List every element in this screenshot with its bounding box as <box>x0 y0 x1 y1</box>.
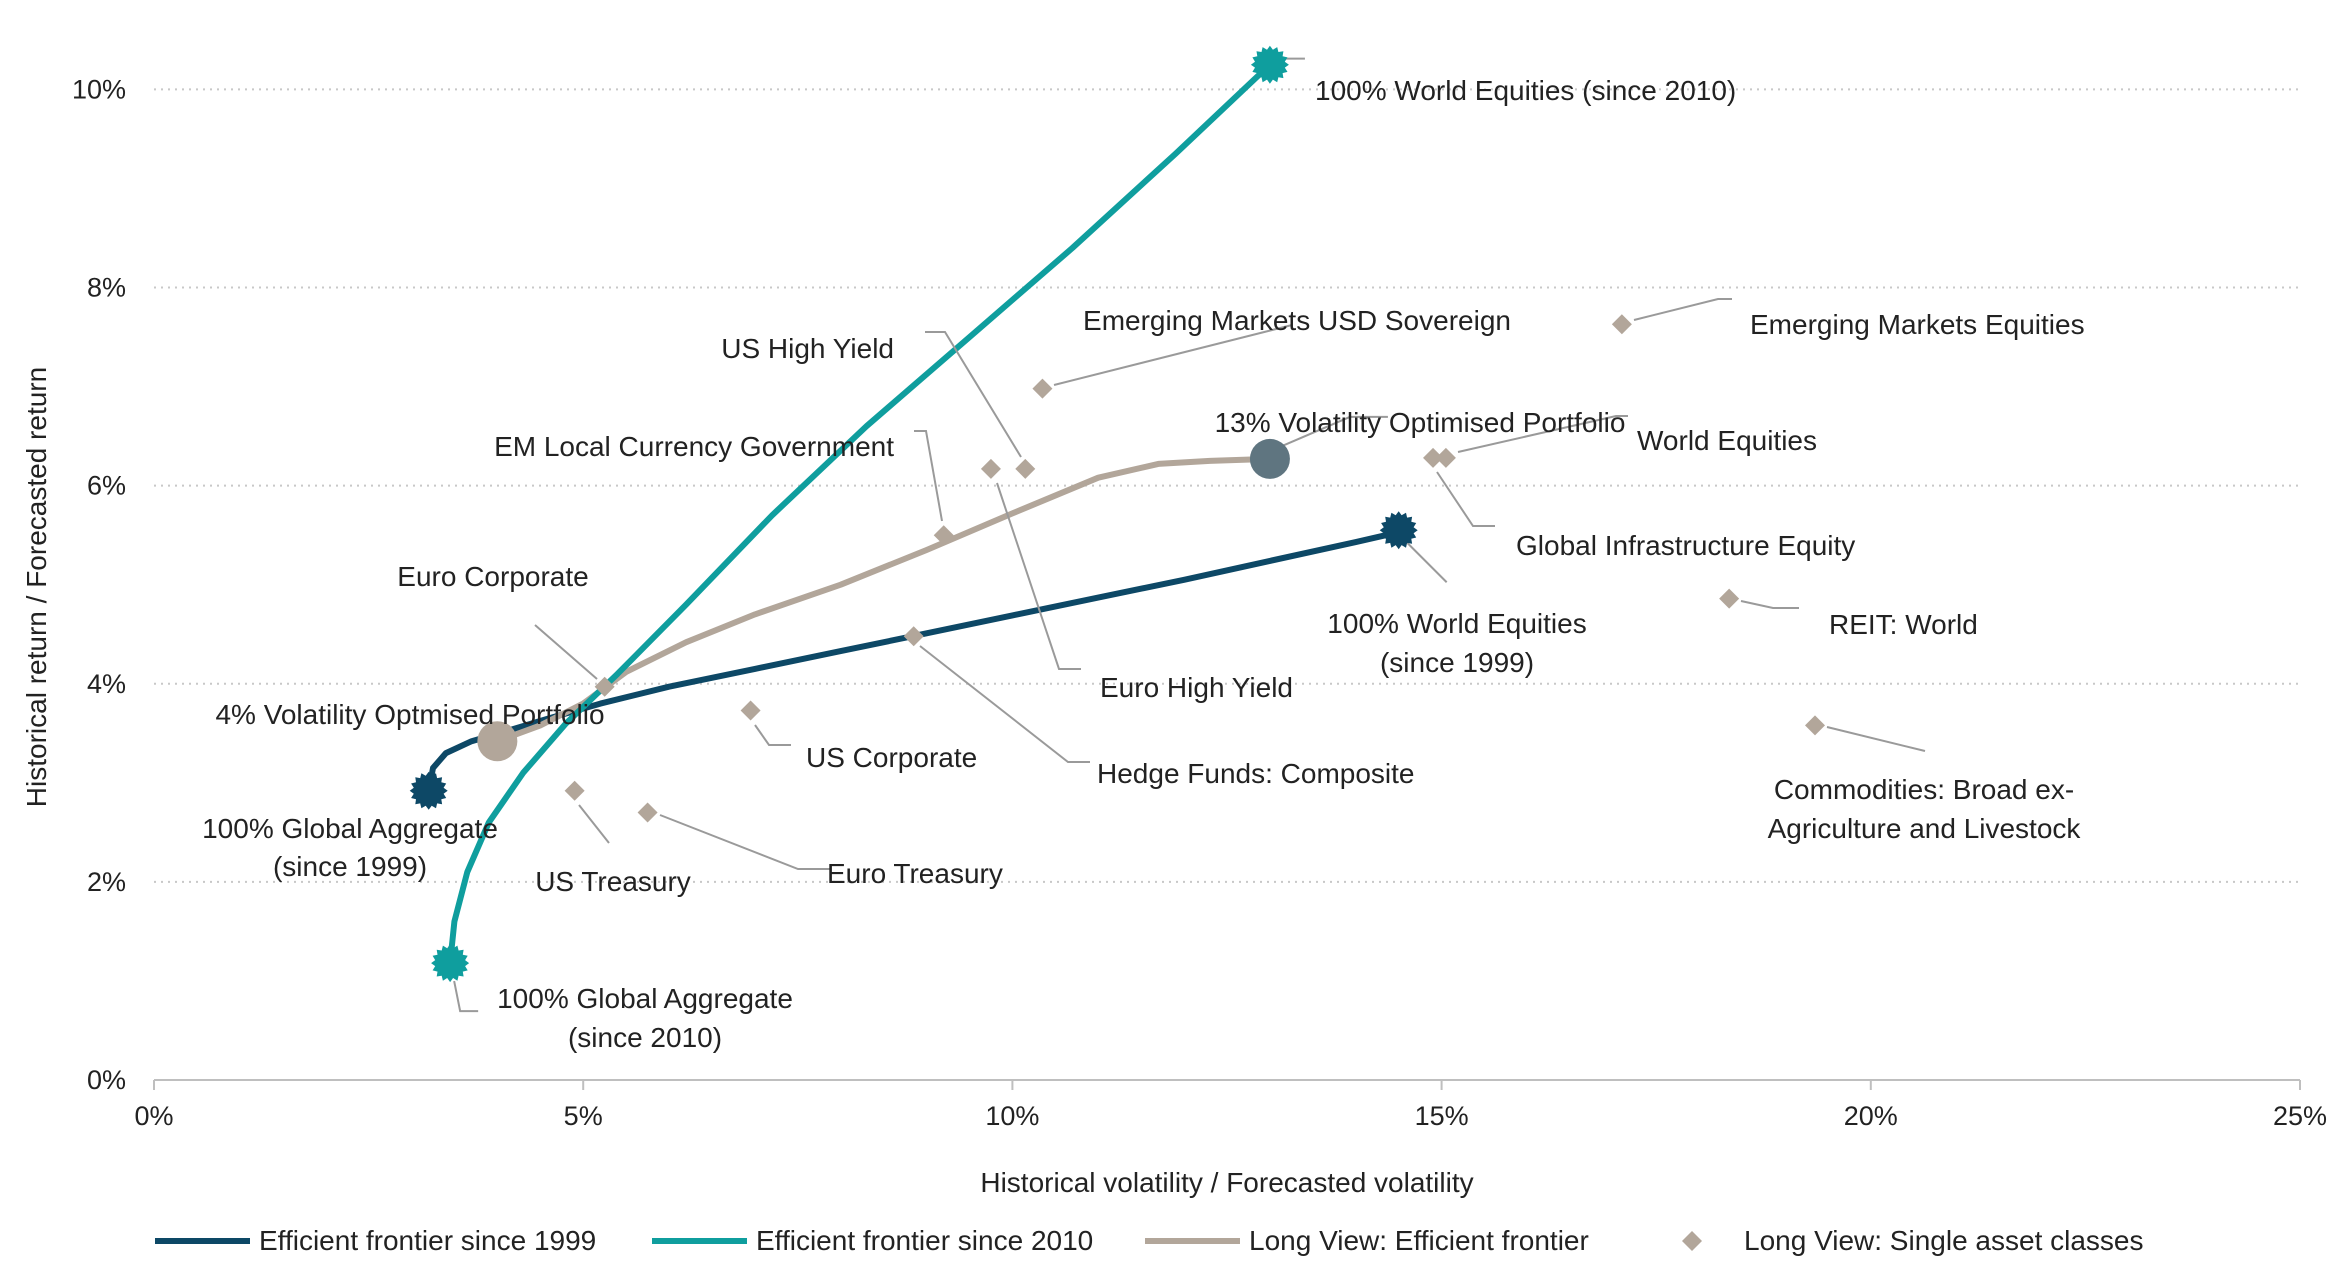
asset-point <box>1032 378 1053 399</box>
endpoint-label: 13% Volatility Optimised Portfolio <box>1215 407 1626 438</box>
leader-line <box>919 645 1090 763</box>
asset-point <box>1423 447 1444 468</box>
asset-label: Commodities: Broad ex- <box>1774 774 2074 805</box>
endpoint-label: 4% Volatility Optmised Portfolio <box>215 699 604 730</box>
leader-line <box>914 430 943 522</box>
asset-label: Global Infrastructure Equity <box>1516 530 1855 561</box>
y-tick-label: 6% <box>87 471 126 501</box>
asset-label: Hedge Funds: Composite <box>1097 758 1415 789</box>
asset-label: EM Local Currency Government <box>494 431 894 462</box>
series-lines <box>425 61 1402 967</box>
x-tick-label: 10% <box>985 1101 1039 1131</box>
endpoint-marker <box>431 944 470 983</box>
asset-point <box>903 626 924 647</box>
asset-point <box>1719 588 1740 609</box>
endpoint-marker <box>1249 438 1290 479</box>
asset-label: Agriculture and Livestock <box>1768 813 2082 844</box>
legend-swatch <box>1682 1231 1702 1251</box>
leader-line <box>996 482 1081 670</box>
endpoint-marker <box>1379 511 1418 550</box>
asset-label: REIT: World <box>1829 609 1978 640</box>
asset-point <box>1435 447 1456 468</box>
asset-point <box>740 700 761 721</box>
leader-line <box>1279 415 1388 448</box>
endpoint-marker <box>1250 45 1289 84</box>
y-tick-label: 2% <box>87 867 126 897</box>
leader-line <box>1740 600 1799 609</box>
asset-label: World Equities <box>1637 425 1817 456</box>
markers <box>409 45 1826 983</box>
leader-line <box>1436 471 1495 527</box>
legend-label: Long View: Single asset classes <box>1744 1225 2144 1256</box>
asset-label: Emerging Markets USD Sovereign <box>1083 305 1511 336</box>
asset-point <box>1805 715 1826 736</box>
leader-line <box>1457 415 1628 453</box>
endpoint-label: 100% Global Aggregate <box>497 983 793 1014</box>
leader-line <box>1633 298 1732 321</box>
legend-label: Efficient frontier since 2010 <box>756 1225 1093 1256</box>
asset-point <box>637 802 658 823</box>
x-tick-label: 15% <box>1415 1101 1469 1131</box>
asset-point <box>564 780 585 801</box>
leader-line <box>1826 726 1926 752</box>
endpoint-label: 100% Global Aggregate <box>202 813 498 844</box>
asset-point <box>933 525 954 546</box>
x-axis-title: Historical volatility / Forecasted volat… <box>980 1167 1473 1198</box>
asset-label: Euro High Yield <box>1100 672 1293 703</box>
x-tick-label: 0% <box>134 1101 173 1131</box>
y-axis-title: Historical return / Forecasted return <box>21 367 52 807</box>
y-tick-label: 0% <box>87 1065 126 1095</box>
leader-line <box>1053 324 1293 386</box>
axes: 0% 2% 4% 6% 8% 10% 0% 5% 10% 15% 20% 25% Historical … <box>21 74 2327 1198</box>
asset-point <box>594 676 615 697</box>
x-tick-label: 25% <box>2273 1101 2327 1131</box>
grid-lines <box>154 88 2300 883</box>
leader-line <box>534 624 598 680</box>
y-tick-label: 8% <box>87 273 126 303</box>
y-tick-label: 10% <box>72 74 126 104</box>
legend: Efficient frontier since 1999 Efficient f… <box>155 1225 2144 1256</box>
x-tick-label: 5% <box>564 1101 603 1131</box>
asset-label: US High Yield <box>721 333 894 364</box>
y-tick-label: 4% <box>87 669 126 699</box>
series-line <box>447 61 1273 967</box>
x-tick-label: 20% <box>1844 1101 1898 1131</box>
endpoint-marker <box>409 771 448 810</box>
asset-point <box>980 458 1001 479</box>
legend-label: Long View: Efficient frontier <box>1249 1225 1589 1256</box>
endpoint-label: (since 1999) <box>273 851 427 882</box>
asset-label: Emerging Markets Equities <box>1750 309 2085 340</box>
legend-label: Efficient frontier since 1999 <box>259 1225 596 1256</box>
series-line <box>425 529 1402 794</box>
leader-line <box>659 814 830 870</box>
endpoint-marker <box>477 721 518 762</box>
asset-label: Euro Corporate <box>397 561 588 592</box>
endpoint-label: (since 1999) <box>1380 647 1534 678</box>
endpoint-label: (since 2010) <box>568 1022 722 1053</box>
leader-line <box>925 331 1022 458</box>
asset-label: Euro Treasury <box>827 858 1003 889</box>
endpoint-label: 100% World Equities (since 2010) <box>1315 75 1736 106</box>
endpoint-label: 100% World Equities <box>1327 608 1586 639</box>
leader-line <box>1405 541 1448 583</box>
asset-point <box>1015 458 1036 479</box>
leader-line <box>754 724 791 746</box>
asset-label: US Corporate <box>806 742 977 773</box>
asset-label: US Treasury <box>535 866 691 897</box>
data-labels: 100% World Equities (since 2010) 100% Glo… <box>202 75 2084 1053</box>
leader-line <box>578 804 610 844</box>
leader-line <box>453 980 479 1013</box>
asset-point <box>1611 314 1632 335</box>
